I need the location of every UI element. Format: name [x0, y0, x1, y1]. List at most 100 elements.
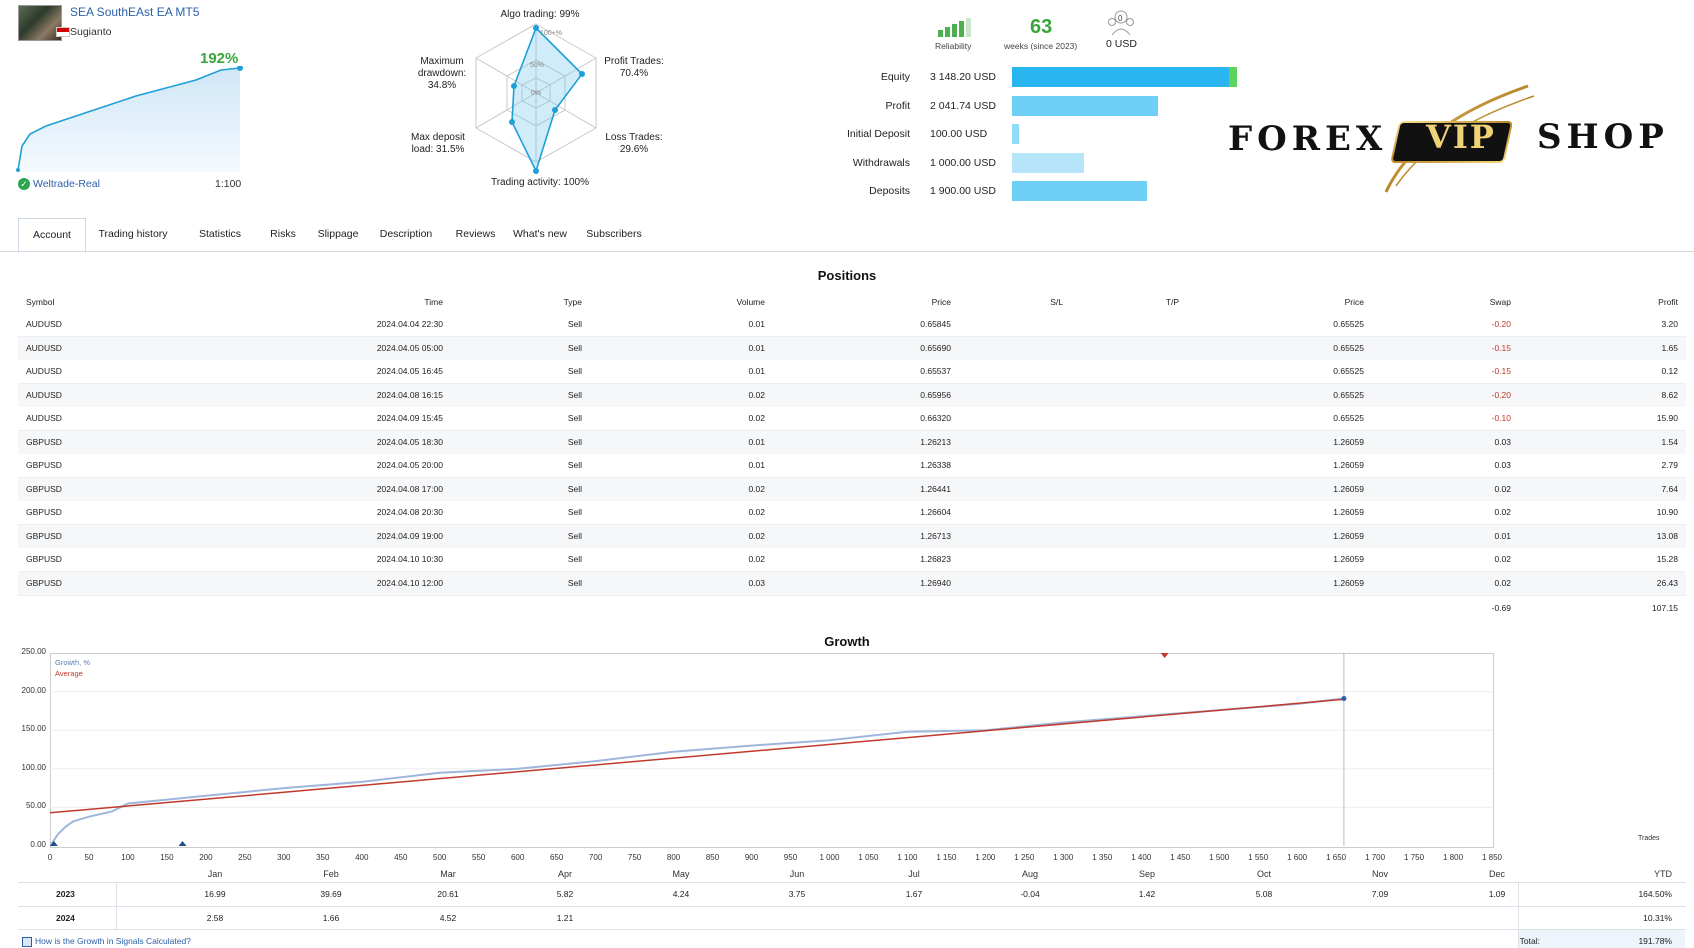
table-cell: -0.10: [1491, 413, 1511, 423]
table-cell: 1.26441: [920, 483, 951, 494]
table-cell: GBPUSD: [26, 577, 62, 588]
x-tick-label: 700: [588, 853, 603, 862]
radar-algo-label: Algo trading: 99%: [500, 9, 580, 20]
table-cell: 1.26059: [1333, 577, 1364, 588]
table-cell: -0.15: [1491, 366, 1511, 376]
column-header: Volume: [736, 297, 765, 307]
table-row[interactable]: [18, 430, 1686, 455]
tab-risks[interactable]: Risks: [270, 228, 296, 240]
x-tick-label: 300: [277, 853, 291, 862]
subscribers-count: 0: [1118, 14, 1123, 23]
x-tick-label: 1 300: [1053, 853, 1074, 862]
table-cell: 0.01: [748, 460, 765, 470]
tab-what-s-new[interactable]: What's new: [513, 228, 567, 240]
column-header: Price: [1344, 297, 1364, 307]
stat-bar: [1012, 153, 1084, 173]
month-value: 1.66: [322, 913, 340, 923]
x-tick-label: 0: [47, 853, 53, 862]
help-icon[interactable]: [22, 937, 32, 947]
table-cell: 10.90: [1656, 507, 1678, 517]
table-row[interactable]: [18, 454, 1686, 478]
x-tick-label: 900: [744, 853, 759, 862]
x-tick-label: 1 600: [1287, 853, 1308, 862]
y-tick-label: 0.00: [30, 840, 46, 849]
table-cell: Sell: [567, 530, 582, 541]
stat-value: 100.00 USD: [930, 128, 988, 140]
table-cell: 0.66320: [920, 413, 951, 423]
x-tick-label: 500: [433, 853, 447, 862]
table-cell: Sell: [567, 389, 582, 400]
growth-help-link[interactable]: How is the Growth in Signals Calculated?: [35, 936, 191, 946]
tab-account[interactable]: Account: [18, 218, 86, 253]
month-header: Sep: [1138, 869, 1155, 879]
x-tick-label: 350: [316, 853, 330, 862]
stat-bar: [1012, 96, 1158, 116]
x-tick-label: 600: [510, 853, 525, 862]
table-cell: Sell: [567, 319, 582, 329]
ytd-value: 164.50%: [1638, 889, 1672, 899]
legend-growth: Growth, %: [55, 658, 91, 667]
table-cell: 2024.04.10 10:30: [376, 554, 443, 564]
y-tick-label: 200.00: [21, 685, 46, 695]
signal-title[interactable]: SEA SouthEAst EA MT5: [70, 5, 200, 19]
tab-trading-history[interactable]: Trading history: [98, 228, 168, 240]
table-cell: 1.26059: [1333, 483, 1364, 494]
table-cell: 0.65525: [1333, 366, 1364, 376]
tab-statistics[interactable]: Statistics: [198, 228, 241, 240]
x-tick-label: 650: [549, 853, 564, 862]
table-cell: 0.02: [1494, 577, 1511, 588]
table-cell: Sell: [567, 483, 582, 494]
table-cell: 1.26213: [920, 436, 951, 447]
growth-chart-svg: [50, 653, 1492, 847]
stat-label: Equity: [880, 71, 910, 83]
column-header: T/P: [1165, 297, 1179, 307]
table-divider: [18, 929, 1686, 930]
table-cell: 13.08: [1656, 530, 1678, 541]
year-label: 2024: [56, 913, 75, 923]
table-cell: GBPUSD: [26, 460, 62, 470]
table-cell: 0.03: [1494, 460, 1511, 470]
table-cell: 15.28: [1656, 554, 1678, 564]
radar-max-deposit-load: Max deposit load: 31.5%: [411, 132, 465, 155]
x-tick-label: 1 400: [1131, 853, 1152, 862]
broker-link[interactable]: Weltrade-Real: [33, 178, 100, 190]
subscribers-value: 0 USD: [1106, 38, 1137, 50]
positions-title: Positions: [817, 268, 877, 283]
month-value: 5.82: [556, 889, 574, 899]
month-value: 39.69: [320, 889, 342, 899]
total-highlight: [1519, 930, 1685, 948]
table-cell: 0.65525: [1333, 413, 1364, 423]
table-cell: 2024.04.08 17:00: [376, 483, 443, 494]
stat-bar: [1012, 181, 1147, 201]
table-cell: -0.20: [1491, 389, 1511, 400]
tab-description[interactable]: Description: [379, 228, 433, 240]
table-cell: Sell: [567, 554, 582, 564]
table-cell: 0.01: [748, 366, 765, 376]
radar-loss-trades: Loss Trades: 29.6%: [605, 132, 663, 155]
series-end-point: [1341, 696, 1347, 702]
month-header: Nov: [1371, 869, 1388, 879]
tab-reviews[interactable]: Reviews: [455, 228, 496, 240]
tab-slippage[interactable]: Slippage: [317, 228, 359, 240]
month-value: 5.08: [1255, 889, 1273, 899]
table-divider: [1518, 882, 1519, 948]
stat-value: 2 041.74 USD: [930, 100, 996, 112]
month-value: 1.67: [905, 889, 923, 899]
author-name[interactable]: Sugianto: [70, 26, 112, 38]
table-row[interactable]: [18, 571, 1686, 596]
table-cell: Sell: [567, 577, 582, 588]
tab-subscribers[interactable]: Subscribers: [586, 228, 642, 240]
table-cell: -0.15: [1491, 342, 1511, 353]
table-cell: 1.26338: [920, 460, 951, 470]
x-tick-label: 250: [238, 853, 252, 862]
x-tick-label: 450: [394, 853, 408, 862]
stat-label: Deposits: [869, 185, 910, 197]
table-cell: 0.02: [748, 413, 765, 423]
ytd-header: YTD: [1654, 869, 1672, 879]
table-cell: 2024.04.08 16:15: [376, 389, 443, 400]
table-cell: 7.64: [1661, 483, 1678, 494]
table-cell: AUDUSD: [26, 389, 62, 400]
table-cell: 0.65525: [1333, 342, 1364, 353]
avatar[interactable]: [18, 5, 62, 41]
table-row[interactable]: [18, 407, 1686, 431]
